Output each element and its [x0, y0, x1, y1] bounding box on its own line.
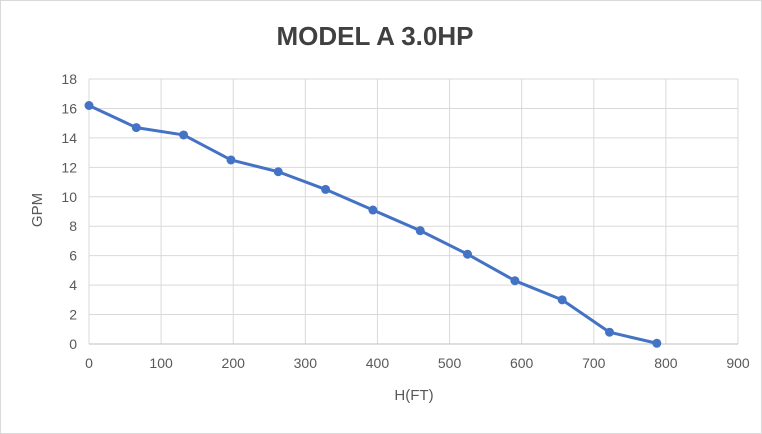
x-tick-label: 600 [510, 355, 534, 371]
x-axis-tick-labels: 0 100 200 300 400 500 600 700 800 900 [85, 355, 750, 371]
y-tick-label: 18 [61, 71, 77, 87]
data-point [273, 167, 283, 177]
data-point [84, 101, 94, 110]
y-tick-label: 14 [61, 130, 77, 146]
data-point [510, 276, 520, 286]
data-point [131, 123, 141, 133]
x-tick-label: 300 [294, 355, 318, 371]
x-axis-title: H(FT) [394, 387, 433, 404]
x-tick-label: 0 [85, 355, 93, 371]
y-axis-tick-labels: 0 2 4 6 8 10 12 14 16 18 [61, 71, 77, 352]
data-point [179, 130, 189, 140]
x-tick-label: 800 [654, 355, 678, 371]
x-tick-label: 500 [438, 355, 462, 371]
y-tick-label: 16 [61, 100, 77, 116]
y-tick-label: 4 [69, 277, 77, 293]
gridlines [88, 78, 739, 345]
y-tick-label: 0 [69, 336, 77, 352]
data-series [84, 101, 662, 348]
y-axis-title: GPM [29, 193, 46, 227]
data-point [463, 249, 473, 259]
data-point [557, 295, 567, 305]
y-tick-label: 10 [61, 189, 77, 205]
x-tick-label: 400 [366, 355, 390, 371]
data-point [415, 226, 425, 236]
series-line [87, 104, 659, 345]
data-point [368, 205, 378, 215]
y-tick-label: 8 [69, 218, 77, 234]
data-point [226, 155, 236, 165]
x-tick-label: 100 [149, 355, 173, 371]
y-tick-label: 2 [69, 307, 77, 323]
data-point [604, 327, 614, 337]
chart-title: MODEL A 3.0HP [277, 21, 474, 51]
x-tick-label: 700 [582, 355, 606, 371]
x-tick-label: 200 [222, 355, 246, 371]
x-tick-label: 900 [726, 355, 750, 371]
y-tick-label: 12 [61, 159, 77, 175]
data-point [321, 184, 331, 194]
y-tick-label: 6 [69, 248, 77, 264]
data-point [652, 338, 662, 348]
